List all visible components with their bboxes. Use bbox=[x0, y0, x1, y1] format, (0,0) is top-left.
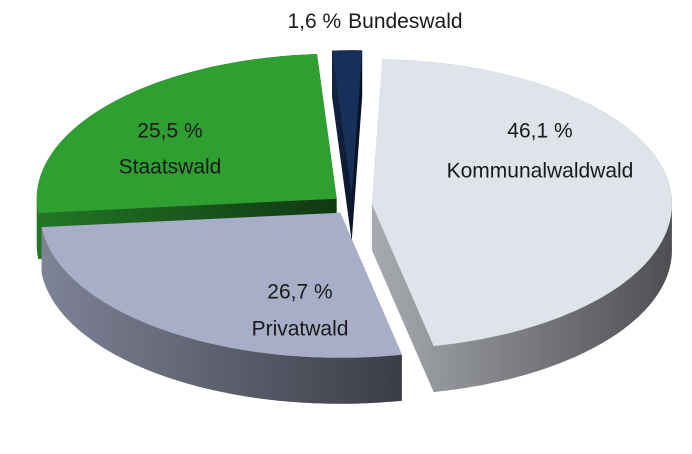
slice-value-label: 1,6 % bbox=[287, 10, 341, 33]
slice-category-label: Staatswald bbox=[119, 156, 222, 179]
slice-label: 1,6 % Bundeswald bbox=[287, 10, 462, 33]
slice-value-label: 46,1 % bbox=[507, 120, 572, 143]
slice bbox=[332, 50, 363, 196]
slice bbox=[41, 212, 402, 358]
slice-category-label: Privatwald bbox=[252, 318, 349, 341]
slice-value-label: 26,7 % bbox=[267, 281, 332, 304]
slice-category-label: Kommunalwaldwald bbox=[447, 160, 634, 183]
slice bbox=[36, 54, 337, 213]
slice bbox=[371, 59, 672, 347]
slice-category-label: Bundeswald bbox=[348, 10, 462, 33]
slice-value-label: 25,5 % bbox=[137, 120, 202, 143]
